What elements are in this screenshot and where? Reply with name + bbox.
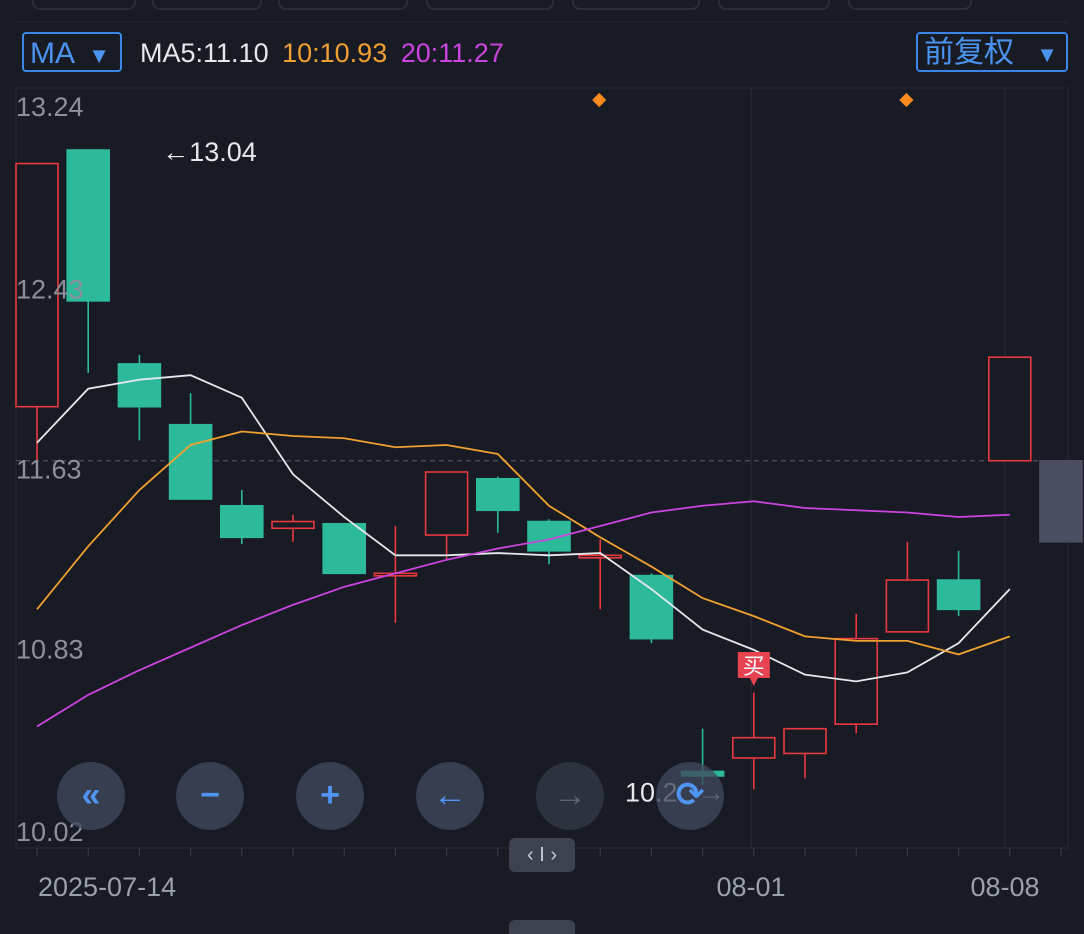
candle-body — [987, 356, 1032, 462]
y-tick-label: 10.83 — [16, 635, 84, 665]
ma5-value: MA5:11.10 — [140, 38, 269, 68]
top-tab[interactable] — [572, 0, 700, 10]
indicator-select[interactable]: MA ▼ — [22, 32, 122, 72]
candle-body — [66, 149, 110, 302]
candle-body — [15, 162, 59, 408]
x-tick-label: 08-08 — [970, 872, 1039, 902]
y-tick-label: 12.43 — [16, 274, 84, 304]
candle-body — [629, 574, 674, 640]
candle-body — [475, 477, 520, 512]
candle-body — [731, 736, 776, 759]
ma-lines — [36, 374, 1011, 728]
candle-body — [117, 363, 162, 408]
x-tick-label: 2025-07-14 — [38, 872, 176, 902]
top-tab[interactable] — [426, 0, 554, 10]
candle-body — [1039, 459, 1083, 543]
candle-body — [271, 520, 315, 530]
scroll-to-start-button[interactable]: « — [57, 762, 125, 830]
zoom-out-button[interactable]: − — [176, 762, 244, 830]
candle — [220, 490, 264, 545]
candle — [373, 526, 418, 623]
candle — [834, 613, 879, 734]
ma20-line — [36, 500, 1010, 728]
ma20-value: 20:11.27 — [400, 38, 504, 68]
candle-body — [783, 727, 827, 755]
candle-body — [220, 504, 264, 539]
candle — [15, 162, 59, 468]
candle — [271, 514, 315, 542]
candle — [424, 471, 469, 560]
candle-body — [936, 579, 981, 611]
adjust-label: 前复权 — [924, 36, 1014, 69]
top-tab[interactable] — [718, 0, 830, 10]
candle — [885, 541, 930, 633]
zoom-in-button[interactable]: + — [296, 762, 364, 830]
reset-view-button[interactable]: ⟳ — [656, 762, 724, 830]
ma10-line — [36, 430, 1011, 656]
candle-body — [885, 579, 930, 633]
candle — [475, 476, 520, 533]
indicator-label: MA — [30, 37, 75, 70]
candles — [15, 149, 1083, 790]
ma10-value: 10:10.93 — [282, 38, 388, 68]
candle-body — [578, 554, 623, 559]
triangle-down-icon: ▼ — [88, 43, 110, 68]
signal-diamond-icon — [899, 92, 914, 108]
candle-body — [424, 471, 469, 536]
scroll-left-button[interactable]: ← — [416, 762, 484, 830]
top-tab[interactable] — [152, 0, 262, 10]
candle — [629, 573, 674, 644]
candle — [578, 539, 623, 610]
y-tick-label: 13.24 — [16, 92, 84, 122]
candle — [1039, 459, 1083, 543]
candle — [731, 692, 776, 790]
candle-body — [168, 423, 213, 500]
candle — [168, 393, 213, 500]
top-tab[interactable] — [848, 0, 972, 10]
buy-marker — [737, 652, 770, 686]
candle — [936, 550, 981, 617]
chart-header: MA ▼ MA5:11.10 10:10.93 20:11.27 前复权 ▼ — [0, 28, 1084, 80]
candle — [987, 356, 1032, 462]
top-tab-strip — [0, 0, 1084, 22]
top-tab[interactable] — [32, 0, 136, 10]
candle — [117, 354, 162, 441]
candle — [66, 149, 110, 373]
ma-legend: MA5:11.10 10:10.93 20:11.27 — [140, 36, 510, 70]
ma5-line — [36, 374, 1011, 683]
candle-body — [322, 522, 367, 575]
bottom-handle[interactable] — [509, 920, 575, 934]
candle — [783, 727, 827, 779]
top-tab[interactable] — [278, 0, 408, 10]
y-tick-label: 11.63 — [16, 455, 82, 485]
scroll-right-button[interactable]: → — [536, 762, 604, 830]
triangle-down-icon: ▼ — [1036, 42, 1058, 67]
candle — [322, 522, 367, 575]
signal-diamond-icon — [592, 92, 607, 108]
buy-marker-label: 买 — [743, 655, 765, 680]
max-price-label: ←13.04 — [162, 137, 257, 167]
adjust-select[interactable]: 前复权 ▼ — [916, 32, 1068, 72]
x-tick-label: 08-01 — [716, 872, 785, 902]
drag-handle[interactable]: ‹ I › — [509, 838, 575, 872]
x-axis: 2025-07-14 08-01 08-08 — [36, 848, 1062, 902]
